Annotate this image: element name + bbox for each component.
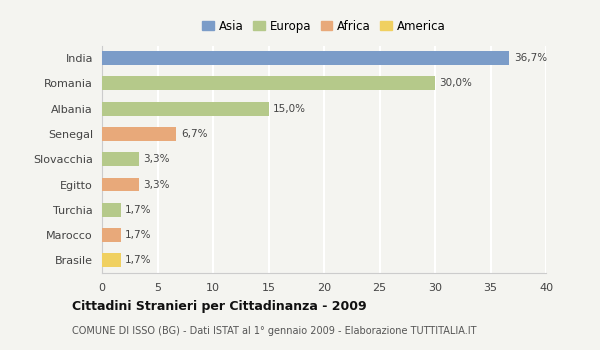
Bar [102, 102, 269, 116]
Text: 1,7%: 1,7% [125, 256, 152, 265]
Text: 1,7%: 1,7% [125, 230, 152, 240]
Bar [102, 51, 509, 65]
Bar [102, 177, 139, 191]
Bar [102, 253, 121, 267]
Bar [102, 127, 176, 141]
Bar [102, 76, 435, 90]
Text: 6,7%: 6,7% [181, 129, 208, 139]
Text: Cittadini Stranieri per Cittadinanza - 2009: Cittadini Stranieri per Cittadinanza - 2… [72, 300, 367, 313]
Text: 3,3%: 3,3% [143, 180, 170, 190]
Bar [102, 228, 121, 242]
Text: 36,7%: 36,7% [514, 53, 547, 63]
Text: COMUNE DI ISSO (BG) - Dati ISTAT al 1° gennaio 2009 - Elaborazione TUTTITALIA.IT: COMUNE DI ISSO (BG) - Dati ISTAT al 1° g… [72, 326, 476, 336]
Text: 1,7%: 1,7% [125, 205, 152, 215]
Legend: Asia, Europa, Africa, America: Asia, Europa, Africa, America [200, 17, 448, 35]
Text: 30,0%: 30,0% [439, 78, 472, 89]
Bar [102, 152, 139, 166]
Bar [102, 203, 121, 217]
Text: 15,0%: 15,0% [273, 104, 306, 114]
Text: 3,3%: 3,3% [143, 154, 170, 164]
